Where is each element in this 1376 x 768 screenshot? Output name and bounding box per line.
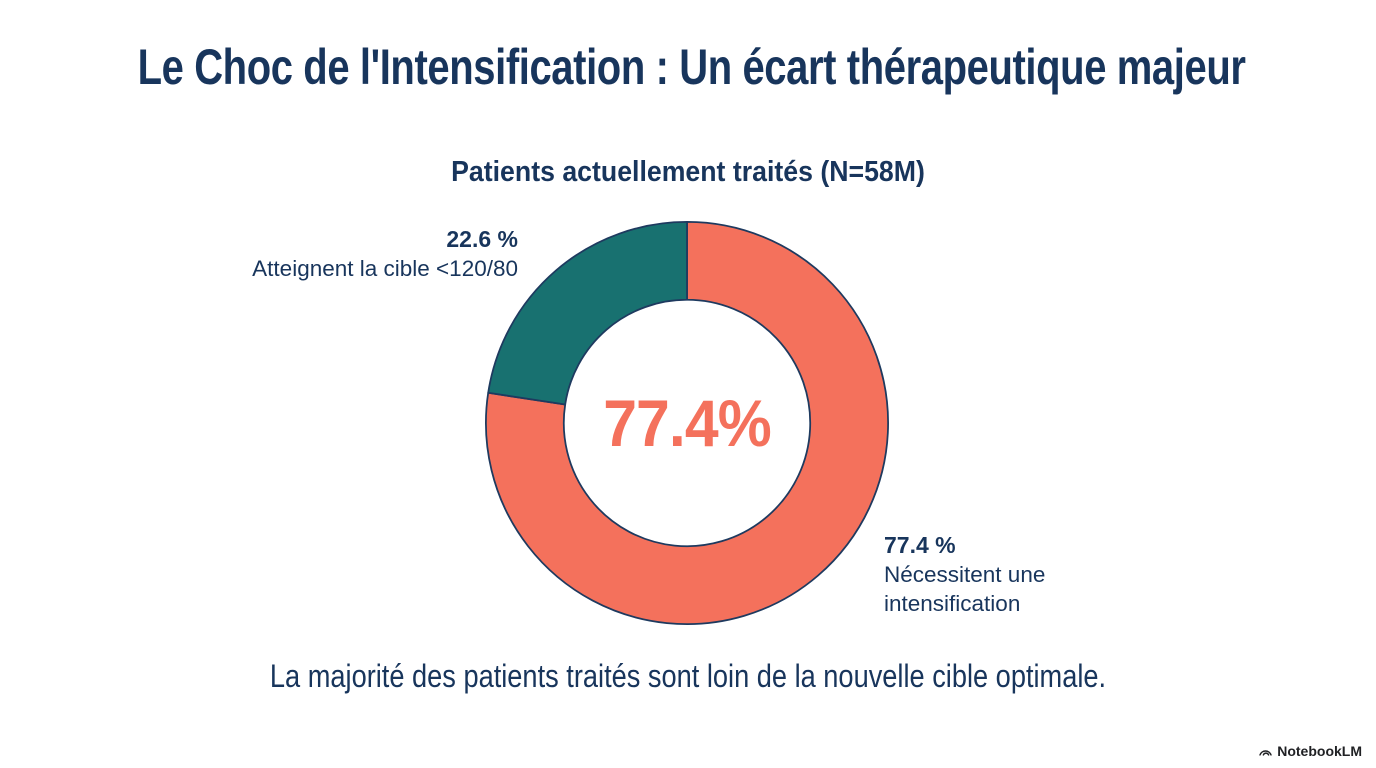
intensify-segment-label-line2: intensification	[884, 591, 1021, 616]
intensify-segment-percent: 77.4 %	[884, 532, 956, 558]
annotation-intensify-segment: 77.4 % Nécessitent une intensification	[884, 531, 1144, 618]
chart-title: Patients actuellement traités (N=58M)	[451, 156, 925, 188]
target-segment-label: Atteignent la cible <120/80	[252, 256, 518, 281]
donut-chart-container: 77.4%	[480, 216, 894, 630]
notebooklm-logo-icon	[1258, 744, 1273, 759]
intensify-segment-label-line1: Nécessitent une	[884, 562, 1046, 587]
donut-segment-0	[485, 221, 889, 625]
donut-chart	[485, 221, 889, 625]
conclusion-text: La majorité des patients traités sont lo…	[269, 658, 1107, 694]
target-segment-percent: 22.6 %	[446, 226, 518, 252]
page-title: Le Choc de l'Intensification : Un écart …	[137, 39, 1246, 95]
brand-footer: NotebookLM	[1258, 743, 1362, 759]
donut-segment-1	[487, 221, 688, 406]
brand-name: NotebookLM	[1277, 743, 1362, 759]
annotation-target-segment: 22.6 % Atteignent la cible <120/80	[178, 224, 518, 284]
